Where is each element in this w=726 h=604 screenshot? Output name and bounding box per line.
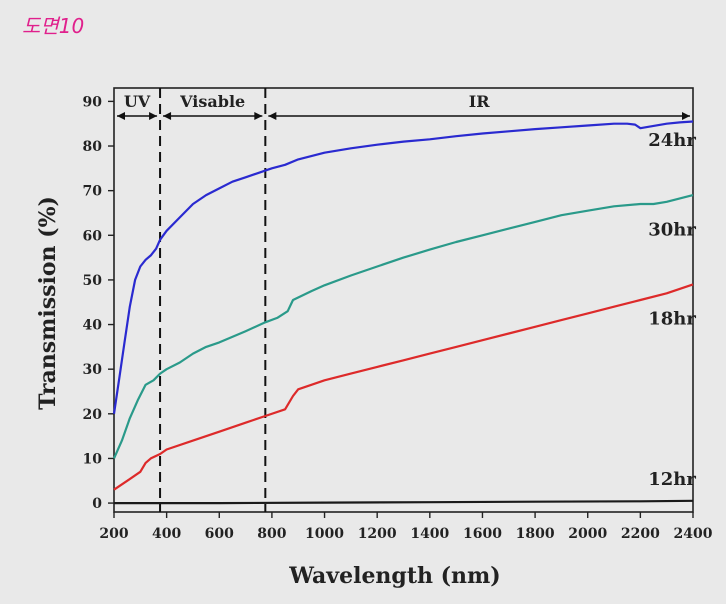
region-label: Visable [179, 92, 245, 111]
series-line [113, 283, 694, 491]
region-arrowhead-right [254, 112, 263, 120]
y-tick-label: 30 [83, 362, 103, 378]
region-markers: UV Visable IR [117, 88, 690, 512]
series-line [112, 194, 694, 459]
x-tick-label: 1000 [305, 526, 344, 542]
x-tick-label: 2400 [674, 526, 713, 542]
series-label: 18hr [648, 309, 696, 330]
x-axis-ticks: 200 400 600 800 1000 1200 1400 1600 1800 2000 2200… [99, 512, 713, 542]
figure-label: 도면10 [22, 14, 85, 38]
series-line [112, 120, 694, 414]
region-arrowhead-left [117, 112, 125, 120]
x-tick-label: 1800 [516, 526, 555, 542]
series-label: 24hr [648, 130, 696, 151]
region-arrowhead-left [268, 112, 277, 120]
series-line [114, 499, 694, 505]
y-tick-label: 50 [83, 273, 103, 289]
x-tick-label: 200 [99, 526, 128, 542]
x-tick-label: 800 [257, 526, 286, 542]
region-label: IR [469, 92, 490, 111]
x-tick-label: 1200 [358, 526, 397, 542]
x-tick-label: 600 [205, 526, 234, 542]
series-lines [112, 120, 694, 505]
y-tick-label: 40 [83, 318, 103, 334]
region-arrowhead-right [149, 112, 158, 120]
y-tick-label: 90 [83, 94, 103, 110]
y-tick-label: 0 [92, 496, 102, 512]
x-tick-label: 1600 [463, 526, 502, 542]
y-tick-label: 70 [83, 184, 103, 200]
series-label: 30hr [648, 219, 696, 240]
plot-frame [113, 87, 694, 513]
series-labels: 24hr 30hr 18hr 12hr [648, 130, 696, 490]
series-label: 12hr [648, 469, 696, 490]
y-tick-label: 60 [83, 228, 103, 244]
y-tick-label: 20 [83, 407, 103, 423]
region-label: UV [124, 92, 151, 111]
y-tick-label: 10 [83, 451, 103, 467]
x-tick-label: 1400 [410, 526, 449, 542]
y-tick-label: 80 [83, 139, 103, 155]
x-tick-label: 400 [152, 526, 181, 542]
y-axis-title: Transmission (%) [35, 196, 61, 410]
x-axis-title: Wavelength (nm) [288, 563, 500, 589]
region-arrowhead-left [163, 112, 172, 120]
y-axis-ticks: 0 10 20 30 40 50 60 70 80 90 [83, 94, 114, 512]
x-tick-label: 2200 [621, 526, 660, 542]
region-arrowhead-right [682, 112, 690, 120]
plot-border [113, 87, 694, 513]
x-tick-label: 2000 [568, 526, 607, 542]
